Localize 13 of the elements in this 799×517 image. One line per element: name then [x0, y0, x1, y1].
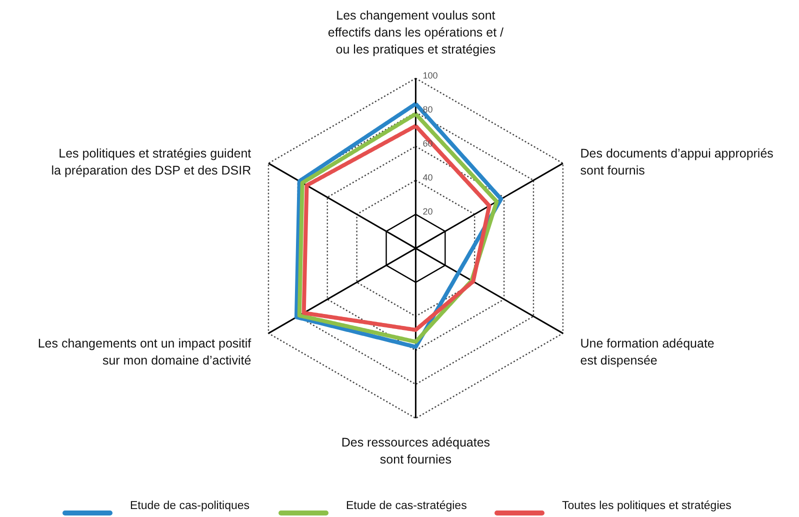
- legend-label: Etude de cas-stratégies: [346, 500, 468, 512]
- y-tick-label: 100: [422, 70, 438, 80]
- legend-label: Toutes les politiques et stratégies: [562, 500, 732, 512]
- spoke-label: Des documents d’appui appropriés sont fournis: [580, 146, 774, 178]
- spoke-label: Les politiques et stratégies guident la préparation des DSP et des DSIR: [51, 146, 252, 178]
- y-tick-label: 40: [422, 172, 433, 182]
- spoke-label: Une formation adéquate est dispensée: [580, 336, 714, 368]
- y-tick-label: 80: [422, 104, 433, 114]
- spoke-label: Des ressources adéquates sont fournies: [341, 435, 490, 466]
- y-tick-label: 20: [422, 206, 433, 216]
- legend-label: Etude de cas-politiques: [130, 500, 250, 512]
- spoke-label: Les changement voulus sont effectifs dans les opérations et / ou les pratiques et stratégies: [328, 8, 504, 56]
- spoke-label: Les changements ont un impact positif sur mon domaine d’activité: [38, 336, 252, 368]
